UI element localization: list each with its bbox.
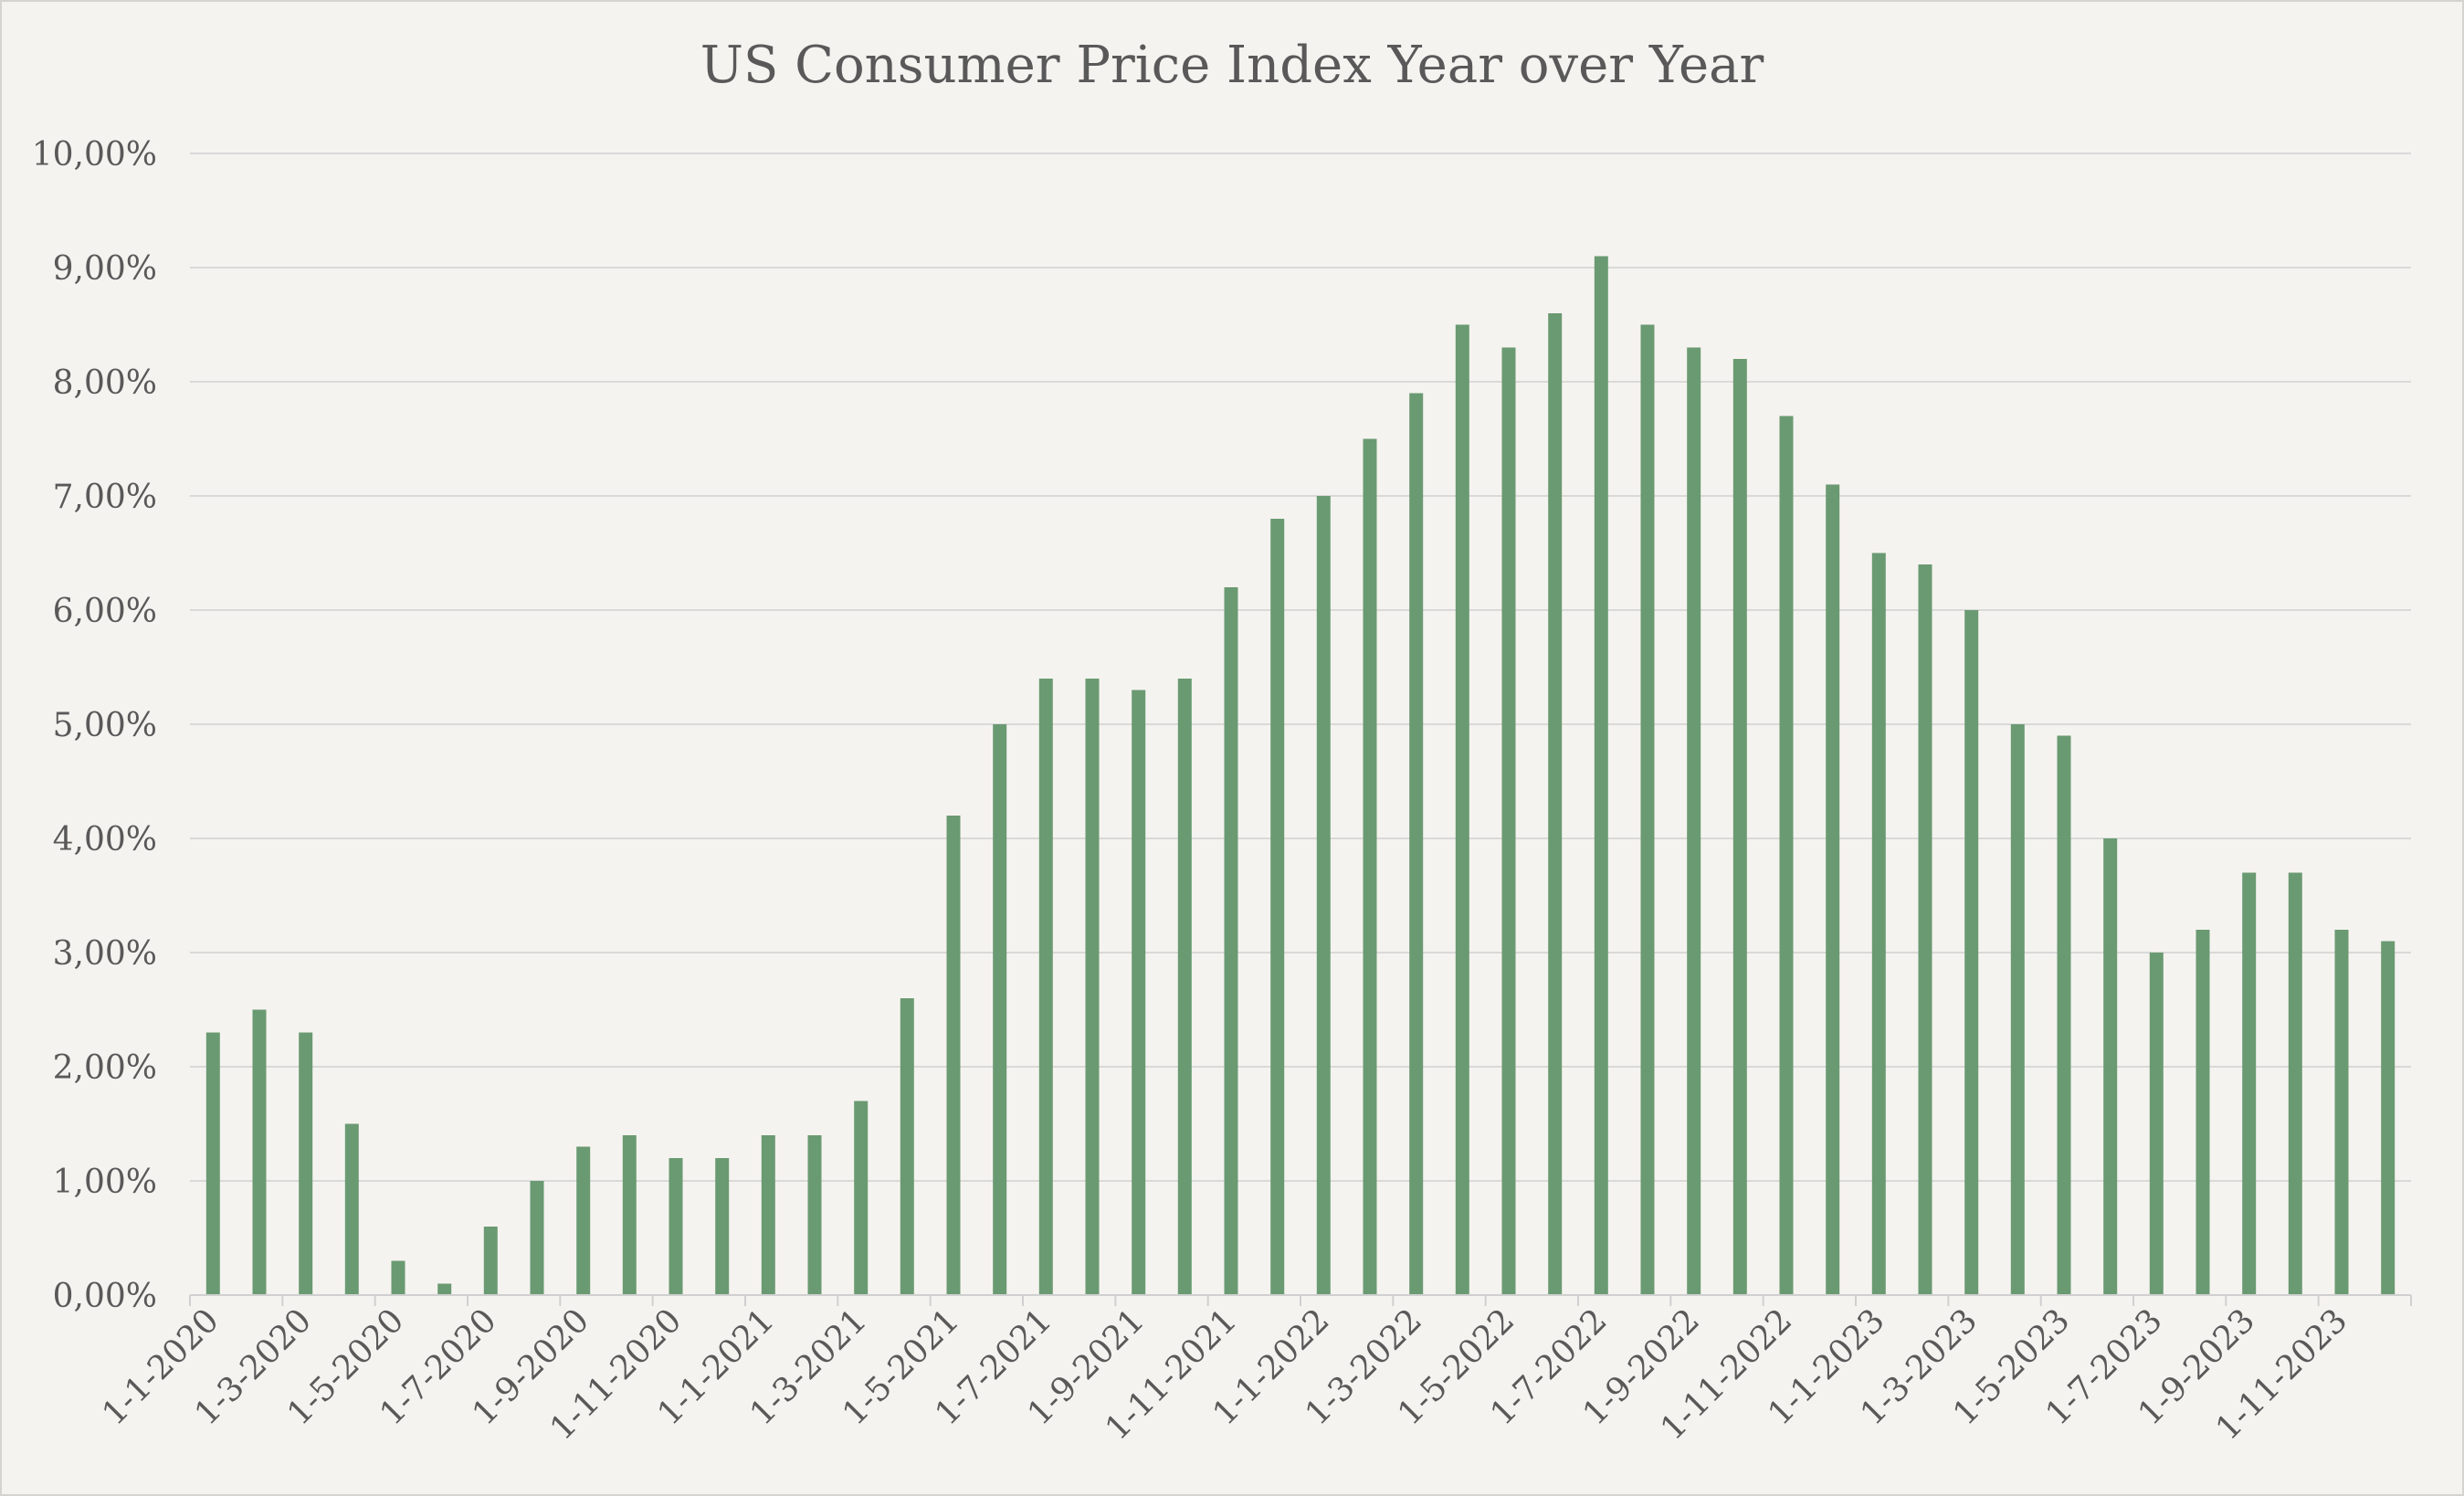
y-tick-label: 5,00% bbox=[53, 707, 157, 744]
bar-1-11-2020 bbox=[669, 1158, 683, 1295]
bar-1-10-2021 bbox=[1177, 679, 1192, 1295]
y-tick-label: 7,00% bbox=[53, 479, 157, 516]
bar-1-8-2020 bbox=[530, 1181, 544, 1295]
bar-1-1-2023 bbox=[1871, 553, 1886, 1295]
y-tick-label: 10,00% bbox=[32, 136, 157, 174]
bar-1-3-2021 bbox=[854, 1101, 869, 1295]
y-axis-ticks: 0,00% 1,00% 2,00% 3,00% 4,00% 5,00% 6,00% 7,00%… bbox=[32, 136, 157, 1315]
y-tick-label: 1,00% bbox=[53, 1164, 157, 1201]
bar-1-4-2021 bbox=[900, 998, 914, 1295]
bar-1-5-2023 bbox=[2057, 735, 2071, 1295]
bar-1-5-2021 bbox=[946, 816, 961, 1295]
bar-1-7-2021 bbox=[1038, 679, 1053, 1295]
x-axis bbox=[189, 1294, 2412, 1306]
y-tick-label: 8,00% bbox=[53, 364, 157, 402]
bars bbox=[205, 256, 2396, 1295]
bar-1-7-2020 bbox=[483, 1227, 498, 1295]
y-tick-label: 4,00% bbox=[53, 821, 157, 859]
bar-1-6-2022 bbox=[1548, 313, 1563, 1295]
y-tick-label: 6,00% bbox=[53, 593, 157, 630]
bar-1-4-2023 bbox=[2010, 724, 2025, 1295]
bar-1-3-2020 bbox=[299, 1032, 313, 1295]
y-tick-label: 9,00% bbox=[53, 250, 157, 288]
bar-1-6-2023 bbox=[2103, 838, 2118, 1295]
y-tick-label: 2,00% bbox=[53, 1049, 157, 1087]
bar-1-3-2023 bbox=[1964, 610, 1979, 1295]
bar-1-11-2022 bbox=[1779, 416, 1794, 1295]
bar-1-1-2022 bbox=[1316, 496, 1331, 1295]
bar-1-8-2023 bbox=[2195, 930, 2210, 1295]
bar-1-12-2023 bbox=[2381, 941, 2396, 1295]
bar-1-10-2022 bbox=[1732, 359, 1747, 1295]
grid-lines bbox=[190, 153, 2411, 1182]
bar-1-4-2022 bbox=[1455, 324, 1469, 1295]
bar-1-12-2021 bbox=[1270, 519, 1285, 1295]
bar-1-2-2022 bbox=[1363, 438, 1377, 1295]
bar-1-1-2020 bbox=[205, 1032, 220, 1295]
chart-title: US Consumer Price Index Year over Year bbox=[700, 36, 1764, 95]
bar-1-7-2023 bbox=[2149, 953, 2164, 1295]
bar-1-7-2022 bbox=[1594, 256, 1608, 1295]
bar-1-5-2020 bbox=[391, 1260, 405, 1295]
bar-1-10-2023 bbox=[2288, 872, 2302, 1295]
bar-1-5-2022 bbox=[1501, 347, 1516, 1295]
bar-1-12-2020 bbox=[715, 1158, 730, 1295]
bar-1-6-2021 bbox=[993, 724, 1007, 1295]
bar-1-10-2020 bbox=[622, 1135, 637, 1295]
bar-1-2-2023 bbox=[1918, 564, 1932, 1295]
bar-1-12-2022 bbox=[1826, 484, 1840, 1295]
bar-1-2-2020 bbox=[252, 1009, 267, 1295]
x-axis-ticks: 1-1-20201-3-20201-5-20201-7-20201-9-2020… bbox=[95, 1301, 2354, 1448]
bar-1-11-2021 bbox=[1224, 587, 1238, 1295]
y-tick-label: 3,00% bbox=[53, 935, 157, 973]
bar-1-2-2021 bbox=[807, 1135, 822, 1295]
bar-1-9-2020 bbox=[576, 1146, 591, 1295]
bar-1-4-2020 bbox=[344, 1123, 359, 1295]
bar-1-11-2023 bbox=[2334, 930, 2349, 1295]
y-tick-label: 0,00% bbox=[53, 1278, 157, 1315]
bar-1-1-2021 bbox=[761, 1135, 775, 1295]
bar-1-6-2020 bbox=[437, 1283, 452, 1295]
bar-1-9-2023 bbox=[2242, 872, 2257, 1295]
bar-1-9-2021 bbox=[1132, 690, 1146, 1295]
bar-1-8-2022 bbox=[1640, 324, 1655, 1295]
bar-1-9-2022 bbox=[1687, 347, 1701, 1295]
bar-1-8-2021 bbox=[1085, 679, 1100, 1295]
bar-1-3-2022 bbox=[1409, 393, 1424, 1295]
